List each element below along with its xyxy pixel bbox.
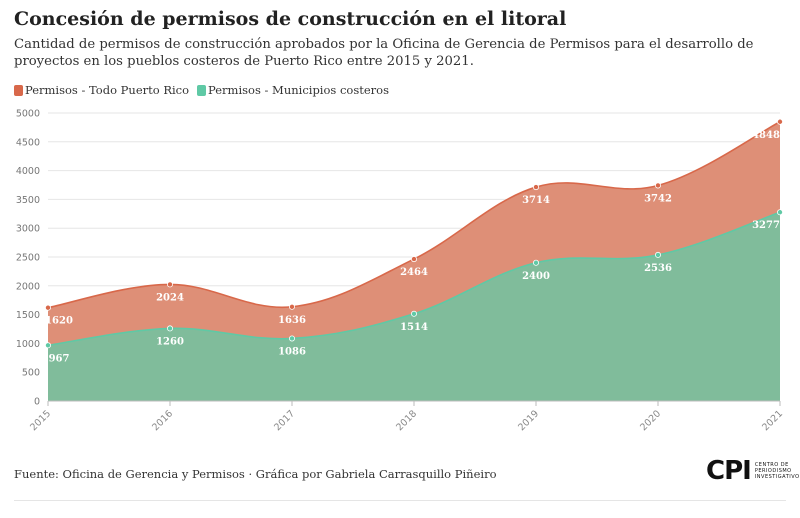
y-tick-label: 1000 [16,339,40,350]
chart-title: Concesión de permisos de construcción en… [14,8,567,30]
data-label: 2400 [522,271,550,282]
data-point [288,303,295,310]
x-tick-label: 2020 [638,408,663,433]
data-point [777,118,784,125]
y-tick-label: 4500 [16,137,40,148]
footer-divider [14,500,786,501]
data-label: 3277 [752,220,780,231]
data-point [45,304,52,311]
y-tick-label: 500 [22,368,40,379]
y-tick-label: 2500 [16,253,40,264]
x-tick-label: 2015 [28,408,53,433]
data-label: 2464 [400,267,428,278]
data-label: 1514 [400,322,428,333]
data-point [410,256,417,263]
data-point [533,184,540,191]
cpi-logo: CPI CENTRO DE PERIODISMO INVESTIGATIVO [706,456,800,486]
data-point [655,251,662,258]
logo-text-line: INVESTIGATIVO [754,474,800,480]
logo-text-line: CENTRO DE [754,462,789,468]
data-point [533,259,540,266]
data-label: 2024 [156,292,184,303]
legend-item-todo-pr[interactable]: Permisos - Todo Puerto Rico [14,83,189,97]
y-tick-label: 5000 [16,109,40,120]
logo-text-line: PERIODISMO [754,468,792,474]
data-point [288,335,295,342]
x-tick-label: 2019 [516,408,541,433]
x-tick-label: 2021 [760,408,785,433]
y-tick-label: 1500 [16,310,40,321]
logo-text: CENTRO DE PERIODISMO INVESTIGATIVO [755,462,800,480]
y-tick-label: 0 [34,397,40,408]
chart-subtitle: Cantidad de permisos de construcción apr… [14,37,754,69]
data-label: 967 [49,353,70,364]
area-costeros [48,212,780,401]
legend-swatch-todo-pr [14,84,23,96]
data-point [166,325,173,332]
data-label: 2536 [644,263,672,274]
data-label: 4848 [752,130,780,141]
legend-label-todo-pr: Permisos - Todo Puerto Rico [25,83,190,97]
y-tick-label: 3500 [16,195,40,206]
data-label: 3742 [644,193,672,204]
x-tick-label: 2017 [272,408,297,433]
data-point [166,281,173,288]
logo-mark: CPI [706,456,752,486]
legend-item-costeros[interactable]: Permisos - Municipios costeros [197,83,389,97]
legend-swatch-costeros [197,84,207,96]
data-point [655,182,662,189]
data-label: 1260 [156,336,184,347]
y-tick-label: 2000 [16,281,40,292]
footer-source: Fuente: Oficina de Gerencia y Permisos ·… [14,467,497,481]
data-label: 3714 [522,195,550,206]
x-tick-label: 2018 [394,408,419,433]
data-point [777,209,784,216]
x-tick-label: 2016 [150,408,175,433]
legend: Permisos - Todo Puerto Rico Permisos - M… [14,83,397,97]
data-label: 1636 [278,315,306,326]
data-point [410,310,417,317]
data-label: 1620 [45,316,73,327]
data-point [45,342,52,349]
y-tick-label: 4000 [16,166,40,177]
legend-label-costeros: Permisos - Municipios costeros [208,83,389,97]
y-tick-label: 3000 [16,224,40,235]
data-label: 1086 [278,346,306,357]
